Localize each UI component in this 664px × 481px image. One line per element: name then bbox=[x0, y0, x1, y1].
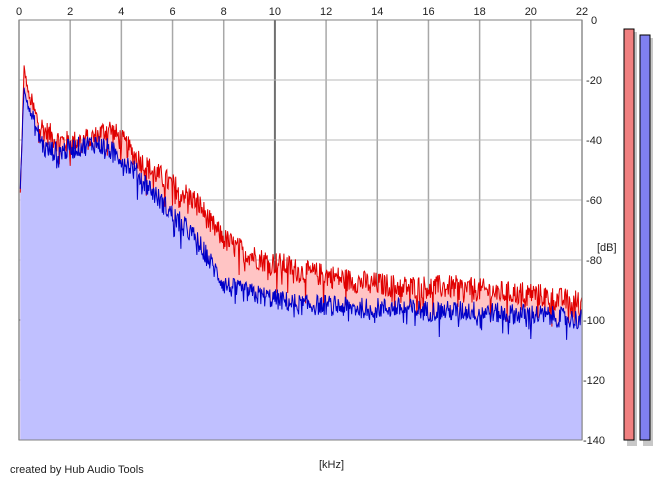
series-2-line bbox=[19, 87, 583, 340]
x-tick-label: 12 bbox=[320, 6, 332, 18]
x-tick-label: 4 bbox=[118, 6, 124, 18]
x-tick-label: 0 bbox=[16, 6, 22, 18]
x-tick-label: 22 bbox=[576, 6, 588, 18]
x-tick-label: 6 bbox=[169, 6, 175, 18]
series-2-area bbox=[20, 87, 583, 440]
level-meter-bar bbox=[623, 28, 635, 441]
y-tick-label: -120 bbox=[583, 375, 605, 387]
y-tick-label: -80 bbox=[586, 255, 602, 267]
y-axis-label: [dB] bbox=[597, 242, 617, 254]
y-tick-label: -140 bbox=[583, 435, 605, 447]
series-1-line bbox=[19, 65, 583, 327]
x-tick-label: 8 bbox=[221, 6, 227, 18]
x-tick-label: 2 bbox=[67, 6, 73, 18]
y-tick-labels: 0 -20 -40 -60 -80 -100 -120 -140 bbox=[583, 15, 605, 447]
level-meter-bar bbox=[639, 34, 651, 441]
x-tick-labels: 0 2 4 6 8 10 12 14 16 18 20 22 bbox=[16, 6, 588, 18]
y-tick-label: -60 bbox=[586, 195, 602, 207]
x-tick-label: 10 bbox=[269, 6, 281, 18]
y-tick-label: -20 bbox=[586, 75, 602, 87]
y-tick-label: -100 bbox=[583, 315, 605, 327]
x-tick-label: 18 bbox=[474, 6, 486, 18]
level-meters bbox=[623, 28, 653, 446]
x-tick-label: 14 bbox=[371, 6, 383, 18]
y-tick-label: -40 bbox=[586, 135, 602, 147]
spectrum-areas bbox=[20, 65, 583, 441]
x-tick-label: 20 bbox=[525, 6, 537, 18]
credit-text: created by Hub Audio Tools bbox=[10, 464, 144, 476]
spectrum-lines bbox=[19, 65, 583, 340]
plot-frame bbox=[18, 19, 583, 441]
y-tick-label: 0 bbox=[591, 15, 597, 27]
x-tick-label: 16 bbox=[422, 6, 434, 18]
x-axis-label: [kHz] bbox=[319, 459, 344, 471]
